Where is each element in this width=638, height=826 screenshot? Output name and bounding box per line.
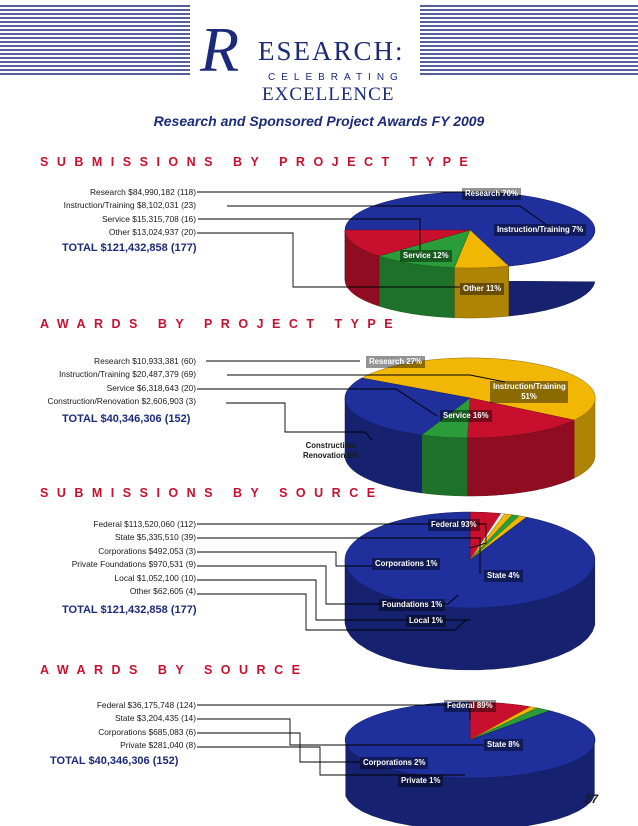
logo-excellence: EXCELLENCE (262, 84, 395, 105)
list-item: State $3,204,435 (14) (114, 713, 196, 724)
total-submissions-source: TOTAL $121,432,858 (177) (62, 604, 197, 616)
page-number: 27 (584, 792, 598, 806)
pie-label-state-8: State 8% (484, 739, 523, 751)
pie-label-private-1: Private 1% (398, 775, 444, 787)
pie-label-federal-89: Federal 89% (444, 700, 496, 712)
awards-source-list: Federal $36,175,748 (124) State $3,204,4… (0, 699, 196, 753)
list-item: Private $281,040 (8) (120, 740, 196, 751)
section-heading-awards-by-source: AWARDS BY SOURCE (40, 663, 309, 677)
pie-label-corporations-2: Corporations 2% (360, 757, 429, 769)
pie-slice-service (344, 229, 471, 257)
pie-slice-instruction-training (360, 357, 596, 421)
list-item: Service $15,315,708 (16) (101, 213, 196, 224)
list-item: Other $13,024,937 (20) (108, 227, 196, 238)
pie-label-research-27: Research 27% (366, 356, 425, 368)
pie-chart-4 (344, 701, 596, 826)
list-item: Federal $36,175,748 (124) (96, 700, 196, 710)
pie-label-other-11: Other 11% (460, 283, 505, 295)
logo-initial: R (200, 14, 240, 85)
list-item: Other $62,605 (4) (129, 586, 196, 597)
pie-label-foundations-1: Foundations 1% (379, 599, 446, 611)
list-item: Corporations $685,083 (6) (98, 726, 196, 737)
pie-chart-1 (344, 191, 596, 319)
submissions-type-list: Research $84,990,182 (118) Instruction/T… (0, 186, 196, 240)
total-awards-source: TOTAL $40,346,306 (152) (50, 755, 179, 767)
pie-chart-3 (344, 511, 596, 671)
list-item: State $5,335,510 (39) (114, 532, 196, 543)
pie-label-instruction-51: Instruction/Training 51% (490, 381, 568, 403)
logo-wordmark: ESEARCH: (258, 36, 405, 66)
list-item: Research $10,933,381 (60) (94, 356, 196, 366)
submissions-source-list: Federal $113,520,060 (112) State $5,335,… (0, 518, 196, 598)
awards-type-list: Research $10,933,381 (60) Instruction/Tr… (0, 355, 196, 409)
list-item: Federal $113,520,060 (112) (93, 519, 196, 529)
pie-label-local-1: Local 1% (406, 615, 446, 627)
pie-slice-research (344, 377, 471, 436)
pie-label-service-12: Service 12% (400, 250, 452, 262)
pie-slice-federal (344, 511, 596, 609)
section-heading-submissions-by-type: SUBMISSIONS BY PROJECT TYPE (40, 155, 477, 169)
pie-slice-other (378, 229, 471, 268)
list-item: Service $6,318,643 (20) (106, 382, 196, 393)
pie-label-federal-93: Federal 93% (428, 519, 480, 531)
page-title: Research and Sponsored Project Awards FY… (153, 113, 485, 129)
section-heading-awards-by-type: AWARDS BY PROJECT TYPE (40, 317, 402, 331)
section-heading-submissions-by-source: SUBMISSIONS BY SOURCE (40, 486, 384, 500)
pie-label-instruction-7: Instruction/Training 7% (494, 224, 587, 236)
list-item: Research $84,990,182 (118) (90, 187, 196, 197)
pie-label-research-70: Research 70% (462, 188, 521, 200)
pie-label-service-16: Service 16% (440, 410, 492, 422)
list-item: Private Foundations $970,531 (9) (71, 559, 196, 570)
pie-chart-2 (344, 357, 596, 497)
list-item: Construction/Renovation $2,606,903 (3) (47, 396, 196, 407)
total-submissions-type: TOTAL $121,432,858 (177) (62, 242, 197, 254)
pie-label-corporations-1: Corporations 1% (372, 558, 441, 570)
pie-slice-research (344, 191, 596, 267)
list-item: Local $1,052,100 (10) (114, 572, 197, 583)
pie-label-construction-6: Construction/ Renovation 6% (303, 441, 359, 460)
pie-label-state-4: State 4% (484, 570, 523, 582)
list-item: Instruction/Training $20,487,379 (69) (58, 369, 196, 380)
pie-slice-service (467, 397, 575, 439)
list-item: Corporations $492,053 (3) (98, 545, 196, 556)
total-awards-type: TOTAL $40,346,306 (152) (62, 413, 191, 425)
header-stripe-band (0, 0, 638, 80)
pie-slice-federal (344, 701, 596, 779)
list-item: Instruction/Training $8,102,031 (23) (63, 200, 196, 211)
logo-tagline: CELEBRATING (268, 72, 404, 83)
header-logo-mask (190, 0, 420, 80)
